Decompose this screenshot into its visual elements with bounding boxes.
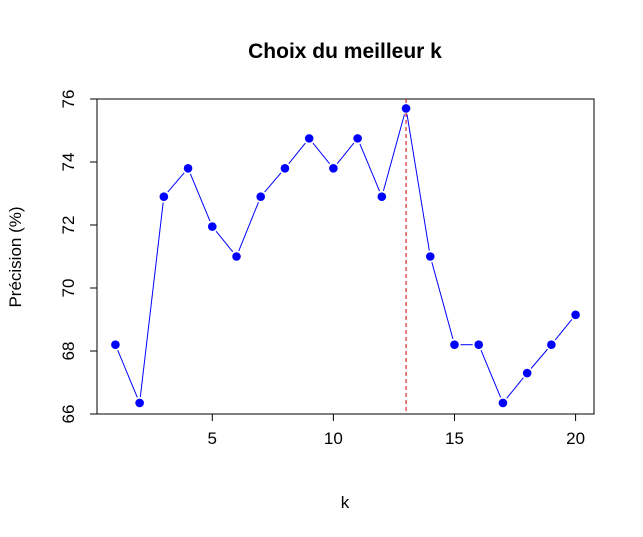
series-line-segment <box>406 114 430 251</box>
series-line-segment <box>117 350 138 398</box>
data-point <box>353 134 362 143</box>
series-line-segment <box>189 173 211 222</box>
y-tick-label: 76 <box>59 90 78 109</box>
data-point <box>280 164 290 173</box>
data-point <box>159 192 169 201</box>
series-line-segment <box>312 142 331 164</box>
data-point <box>135 398 144 408</box>
series-line-segment <box>139 202 164 398</box>
y-tick-label: 72 <box>59 216 78 235</box>
y-tick-label: 68 <box>59 342 78 361</box>
series-line-segment <box>288 142 306 164</box>
data-point <box>401 104 411 113</box>
series-line-segment <box>238 202 259 252</box>
data-point <box>571 310 580 320</box>
data-point <box>329 164 338 173</box>
y-tick-label: 70 <box>59 279 78 298</box>
series-line-segment <box>264 172 282 193</box>
plot-frame <box>96 98 595 415</box>
data-point <box>474 340 484 350</box>
series-line-segment <box>506 377 524 399</box>
series-line-segment <box>359 143 380 192</box>
data-point <box>232 252 241 261</box>
x-tick-label: 15 <box>445 429 464 448</box>
data-point <box>207 222 217 231</box>
x-tick-label: 5 <box>208 429 217 448</box>
series-line-segment <box>554 319 573 341</box>
series-line-segment <box>382 114 405 191</box>
plot-layer: 5 10 15 20 66 68 70 72 74 76 <box>59 90 595 448</box>
y-tick-label: 66 <box>59 405 78 424</box>
series-line-segment <box>480 350 502 398</box>
data-point <box>450 340 459 350</box>
data-point <box>377 192 387 201</box>
data-point <box>547 340 556 350</box>
x-axis-label: k <box>341 493 350 512</box>
data-point <box>256 192 266 201</box>
data-point <box>522 368 532 378</box>
y-axis-label: Précision (%) <box>6 206 25 307</box>
series-line-segment <box>215 230 234 253</box>
x-tick-label: 10 <box>324 429 343 448</box>
series-line-segment <box>167 172 185 193</box>
chart-title: Choix du meilleur k <box>248 40 442 63</box>
data-point <box>425 252 435 261</box>
series-line-segment <box>336 142 355 164</box>
data-point <box>498 398 508 408</box>
data-point <box>111 340 120 350</box>
series-line-segment <box>431 262 454 340</box>
data-point <box>183 164 193 173</box>
series-line-segment <box>530 348 548 369</box>
y-tick-label: 74 <box>59 153 78 172</box>
x-tick-label: 20 <box>566 429 585 448</box>
data-point <box>304 134 314 143</box>
